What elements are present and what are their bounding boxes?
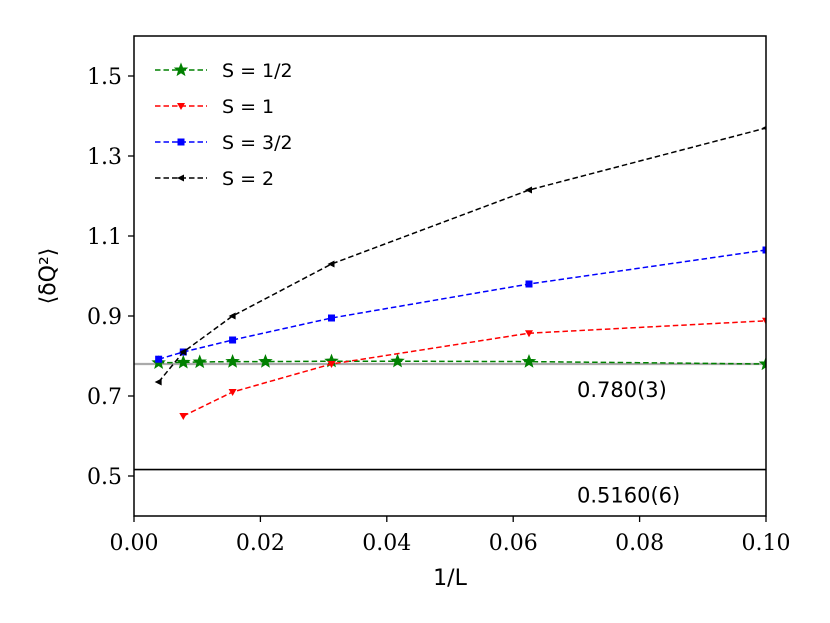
x-tick-label: 0.02 [236,531,285,556]
legend-marker [173,62,189,77]
legend-marker [177,174,184,182]
legend-label: S = 1/2 [222,60,293,82]
legend-item: S = 3/2 [155,132,293,154]
legend-marker [177,103,185,110]
legend-marker [177,138,185,146]
x-tick-label: 0.04 [362,531,411,556]
legend-item: S = 1 [155,96,274,118]
x-axis-ticks: 0.00 0.02 0.04 0.06 0.08 0.10 [110,516,791,556]
legend-label: S = 2 [222,168,274,190]
y-axis-ticks: 0.5 0.7 0.9 1.1 1.3 1.5 [87,65,134,490]
series-s-2 [154,126,766,386]
plot-frame [133,35,767,517]
data-point [176,354,191,369]
data-point [762,126,766,130]
data-point [758,356,766,371]
reference-lines [134,362,766,471]
reference-line-label: 0.5160(6) [577,484,680,508]
series-layer [151,126,766,420]
data-point [762,246,766,254]
series-s-3-2 [155,246,766,363]
y-axis-label: ⟨δQ²⟩ [36,248,61,305]
data-point [328,314,335,322]
y-tick-label: 1.3 [87,145,122,170]
data-point [229,336,237,344]
y-tick-label: 1.1 [87,225,122,250]
x-axis-label: 1/L [433,566,467,591]
series-line [158,127,766,383]
x-tick-label: 0.00 [110,531,159,556]
legend-label: S = 3/2 [222,132,293,154]
data-point [327,361,336,368]
y-tick-label: 0.5 [87,465,122,490]
data-point [155,355,163,363]
data-point [179,348,187,356]
data-point [154,378,162,386]
reference-line-label: 0.780(3) [577,378,667,402]
series-line [182,320,766,417]
data-point [525,186,532,194]
series-s-1 [179,317,766,420]
data-point [521,353,537,368]
data-point [762,317,766,325]
data-point [179,413,188,420]
series-line [158,249,766,360]
y-tick-label: 0.7 [87,385,122,410]
legend-item: S = 1/2 [155,60,293,82]
data-point [327,260,335,268]
data-point [390,353,405,368]
data-point [192,354,207,369]
data-point [228,312,236,320]
y-tick-label: 0.9 [87,305,122,330]
data-point [525,330,533,338]
data-point [225,353,240,368]
x-tick-label: 0.06 [489,531,538,556]
data-point [228,389,237,396]
legend-label: S = 1 [222,96,274,118]
x-tick-label: 0.10 [742,531,791,556]
x-tick-label: 0.08 [615,531,664,556]
series-s-1-2 [151,353,766,371]
y-tick-label: 1.5 [87,65,122,90]
legend: S = 1/2 S = 1 S = 3/2 S = 2 [155,60,293,190]
data-point [525,280,533,288]
legend-item: S = 2 [155,168,274,190]
data-point [258,353,273,368]
